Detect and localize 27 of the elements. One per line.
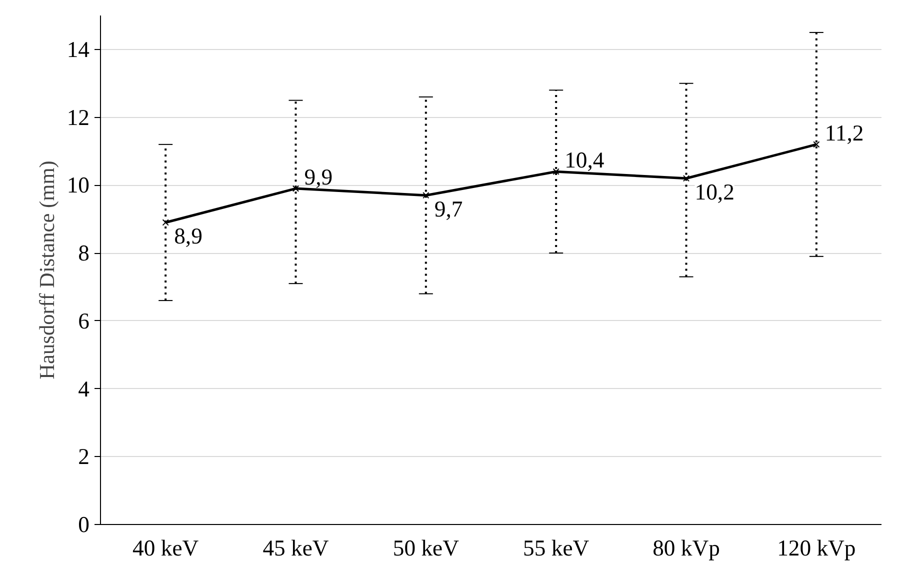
y-tick-label: 8 [78,240,90,266]
data-label: 11,2 [824,120,864,146]
data-label: 10,2 [694,179,734,204]
x-tick-label: 45 keV [262,536,330,560]
x-tick-label: 40 keV [132,536,200,560]
y-tick-label: 12 [66,104,90,130]
point [292,185,300,192]
y-tick-label: 4 [78,376,90,402]
point [813,141,820,148]
y-tick-label: 2 [78,444,90,470]
data-label: 8,9 [174,223,202,248]
y-tick-label: 14 [66,36,90,62]
y-tick-label: 10 [66,172,90,198]
point [162,219,169,226]
y-tick-label: 6 [78,308,90,334]
x-tick-label: 50 keV [392,536,460,560]
y-tick-label: 0 [78,512,90,537]
x-tick-label: 55 keV [523,536,590,560]
point [552,168,560,175]
data-label: 9,7 [434,196,463,222]
y-axis-title: Hausdorff Distance (mm) [34,160,59,380]
point [422,192,430,199]
data-label: 9,9 [304,164,333,190]
data-label: 10,4 [564,148,604,173]
x-tick-label: 120 kVp [777,536,856,560]
point [682,175,690,182]
x-tick-label: 80 kVp [652,536,720,560]
